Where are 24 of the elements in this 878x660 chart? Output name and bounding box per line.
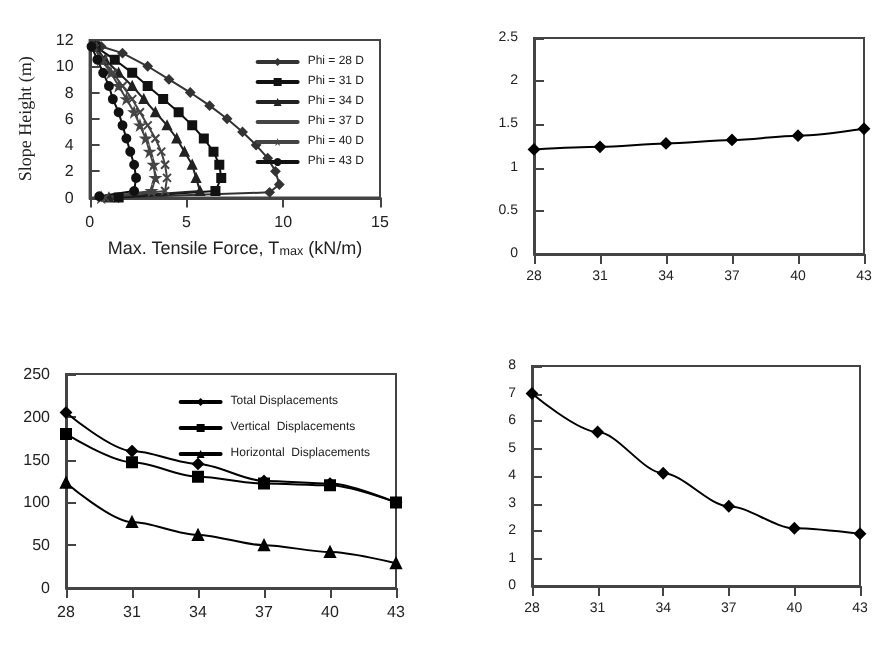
y-tick-label: 12 [55,31,75,49]
x-tick-label: 28 [57,603,76,621]
x-tick-label: 0 [85,212,96,231]
x-tick-label: 10 [274,212,294,231]
y-tick-label: 6 [64,109,75,128]
x-tick-label: 40 [321,603,340,621]
y-tick-label: 0 [41,579,52,597]
y-axis-title: Slope Height (m) [15,56,35,182]
y-tick-label: 150 [23,450,52,469]
x-tick-label: 15 [371,212,390,231]
y-tick-label: 250 [23,365,52,383]
x-tick-label: 43 [387,603,406,621]
x-tick-label: 34 [189,603,208,621]
y-tick-label: 10 [55,57,75,76]
y-tick-label: 200 [23,407,52,426]
x-tick-label: 37 [255,603,274,621]
y-tick-label: 2 [64,162,75,181]
y-tick-label: 4 [64,136,75,155]
y-tick-label: 50 [32,536,52,555]
y-tick-label: 100 [23,493,52,512]
x-tick-label: 31 [123,603,142,621]
y-tick-label: 0 [64,188,75,207]
y-tick-label: 8 [64,83,75,102]
x-tick-label: 5 [181,212,192,231]
